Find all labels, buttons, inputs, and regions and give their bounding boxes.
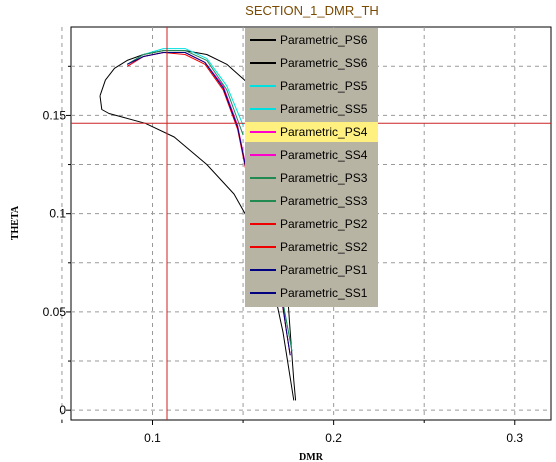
legend-entry-label[interactable]: Parametric_PS2 xyxy=(280,217,368,231)
x-tick-label: 0.2 xyxy=(325,431,342,445)
legend-entry-label[interactable]: Parametric_SS4 xyxy=(280,148,368,162)
legend-entry-label[interactable]: Parametric_PS1 xyxy=(280,263,368,277)
y-axis-title: THETA xyxy=(10,205,21,240)
series-line-parametric-ps1 xyxy=(126,52,248,173)
legend[interactable]: Parametric_PS6 Parametric_SS6 Parametric_P… xyxy=(245,28,378,307)
chart-title: SECTION_1_DMR_TH xyxy=(245,3,379,18)
y-tick-label: 0.1 xyxy=(49,207,66,221)
legend-background xyxy=(245,28,378,307)
legend-entry-label[interactable]: Parametric_SS5 xyxy=(280,102,368,116)
legend-highlight xyxy=(245,122,378,142)
y-tick-label: 0 xyxy=(59,403,66,417)
legend-entry-label[interactable]: Parametric_SS6 xyxy=(280,56,368,70)
axis-ticks: 0.1 0.2 0.3 0 0.05 0.1 0.15 xyxy=(43,65,523,445)
series-line-parametric-ps3 xyxy=(126,50,244,136)
legend-entry-label[interactable]: Parametric_PS5 xyxy=(280,79,368,93)
legend-entry-label[interactable]: Parametric_PS3 xyxy=(280,171,368,185)
y-tick-label: 0.05 xyxy=(43,305,67,319)
legend-entry-label[interactable]: Parametric_SS2 xyxy=(280,240,368,254)
x-axis-title: DMR xyxy=(299,452,324,462)
legend-entry-label[interactable]: Parametric_PS4 xyxy=(280,125,368,139)
legend-entry-label[interactable]: Parametric_SS3 xyxy=(280,194,368,208)
legend-entry-label[interactable]: Parametric_SS1 xyxy=(280,286,368,300)
y-tick-label: 0.15 xyxy=(43,108,67,122)
x-tick-label: 0.1 xyxy=(144,431,161,445)
x-tick-label: 0.3 xyxy=(506,431,523,445)
legend-entry-label[interactable]: Parametric_PS6 xyxy=(280,33,368,47)
